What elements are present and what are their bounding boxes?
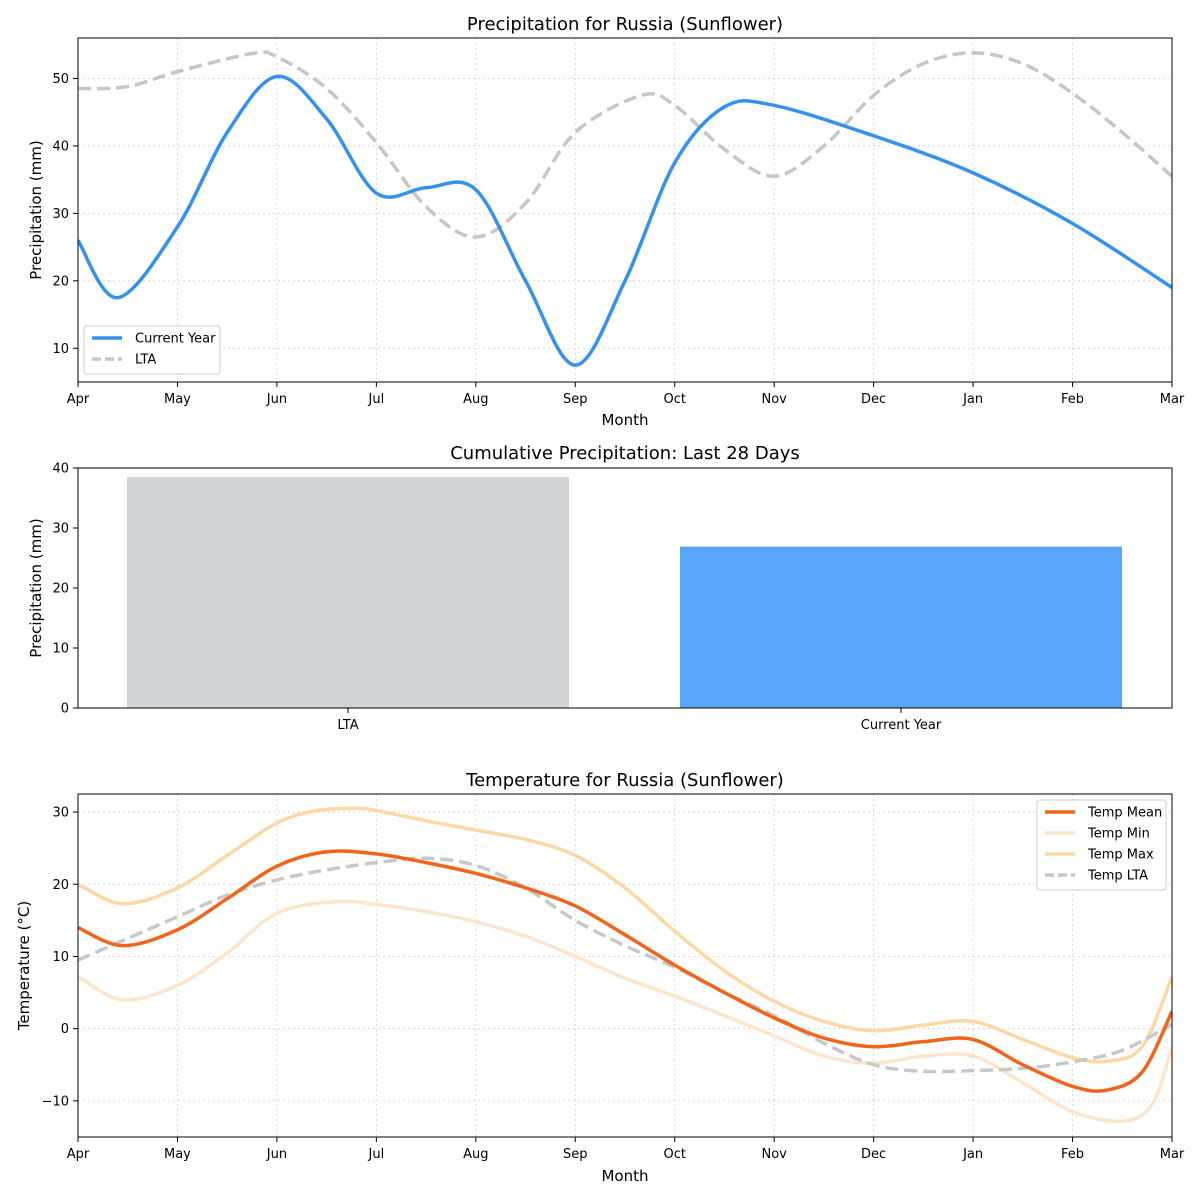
bar-current-year — [680, 546, 1122, 708]
series-line-temp-max — [78, 806, 1172, 1064]
plot-frame — [77, 37, 1173, 383]
series-line-lta — [78, 50, 1172, 239]
x-tick-label: Jul — [368, 1147, 385, 1162]
series-line-temp-mean — [78, 849, 1172, 1093]
series-line-temp-lta — [78, 856, 1172, 1074]
x-tick-label: Mar — [1160, 392, 1185, 407]
y-tick-label: 20 — [52, 274, 69, 289]
legend: Temp Mean Temp Min Temp Max Temp LTA — [1036, 799, 1167, 891]
y-tick-label: 30 — [52, 522, 69, 537]
x-tick-label: Nov — [761, 392, 787, 407]
y-axis-label: Precipitation (mm) — [27, 140, 45, 279]
x-tick-label: Nov — [761, 1147, 787, 1162]
y-tick-label: 10 — [52, 342, 69, 357]
plot-frame — [77, 793, 1173, 1138]
x-tick-label: May — [164, 1147, 191, 1162]
bar-lta — [127, 477, 569, 708]
legend-label-temp-mean: Temp Mean — [1087, 806, 1162, 821]
x-tick-label: Dec — [861, 392, 886, 407]
y-tick-label: 30 — [52, 207, 69, 222]
y-tick-label: 10 — [52, 950, 69, 965]
y-tick-label: 20 — [52, 878, 69, 893]
chart-title: Precipitation for Russia (Sunflower) — [467, 14, 783, 35]
y-tick-label: −10 — [42, 1094, 69, 1109]
x-tick-label: Sep — [563, 392, 588, 407]
y-axis-label: Temperature (°C) — [15, 901, 33, 1031]
x-tick-label: Oct — [663, 1147, 685, 1162]
x-tick-label: Feb — [1061, 392, 1084, 407]
x-tick-label: Dec — [861, 1147, 886, 1162]
x-tick-label: Mar — [1160, 1147, 1185, 1162]
legend-label-current-year: Current Year — [135, 332, 216, 347]
x-tick-label: Apr — [67, 1147, 90, 1162]
x-tick-label: LTA — [337, 718, 358, 733]
legend: Current Year LTA — [83, 325, 221, 375]
series-line-temp-min — [78, 899, 1172, 1124]
x-tick-label: Jul — [368, 392, 385, 407]
plot-frame — [77, 467, 1173, 709]
x-tick-label: Aug — [463, 1147, 488, 1162]
legend-label-lta: LTA — [135, 353, 156, 368]
x-tick-label: Jun — [266, 1147, 287, 1162]
legend-label-temp-max: Temp Max — [1087, 848, 1154, 863]
legend-box — [1036, 799, 1167, 891]
chart-title: Temperature for Russia (Sunflower) — [465, 770, 784, 791]
x-tick-label: Jun — [266, 392, 287, 407]
y-tick-label: 0 — [61, 1022, 69, 1037]
y-tick-label: 40 — [52, 462, 69, 477]
x-tick-label: Feb — [1061, 1147, 1084, 1162]
chart-title: Cumulative Precipitation: Last 28 Days — [450, 443, 800, 464]
x-tick-label: Sep — [563, 1147, 588, 1162]
legend-label-temp-min: Temp Min — [1087, 827, 1150, 842]
y-tick-label: 50 — [52, 72, 69, 87]
x-axis-label: Month — [601, 1167, 648, 1185]
y-tick-label: 10 — [52, 642, 69, 657]
chart-panel-3: Temperature for Russia (Sunflower) Apr May… — [15, 770, 1185, 1185]
y-tick-label: 40 — [52, 139, 69, 154]
x-tick-label: Apr — [67, 392, 90, 407]
legend-label-temp-lta: Temp LTA — [1087, 869, 1148, 884]
series-line-current-year — [78, 74, 1172, 367]
x-tick-label: May — [164, 392, 191, 407]
chart-panel-2: Cumulative Precipitation: Last 28 Days LT… — [27, 443, 1173, 733]
x-tick-label: Oct — [663, 392, 685, 407]
y-axis-label: Precipitation (mm) — [27, 518, 45, 657]
x-tick-label: Aug — [463, 392, 488, 407]
y-tick-label: 20 — [52, 582, 69, 597]
chart-panel-1: Precipitation for Russia (Sunflower) Apr M… — [27, 14, 1185, 429]
series-group — [78, 50, 1172, 367]
x-tick-label: Current Year — [861, 718, 942, 733]
x-tick-label: Jan — [962, 1147, 983, 1162]
y-tick-label: 0 — [61, 702, 69, 717]
x-tick-label: Jan — [962, 392, 983, 407]
x-axis-label: Month — [601, 411, 648, 429]
series-group — [78, 806, 1172, 1124]
y-tick-label: 30 — [52, 806, 69, 821]
